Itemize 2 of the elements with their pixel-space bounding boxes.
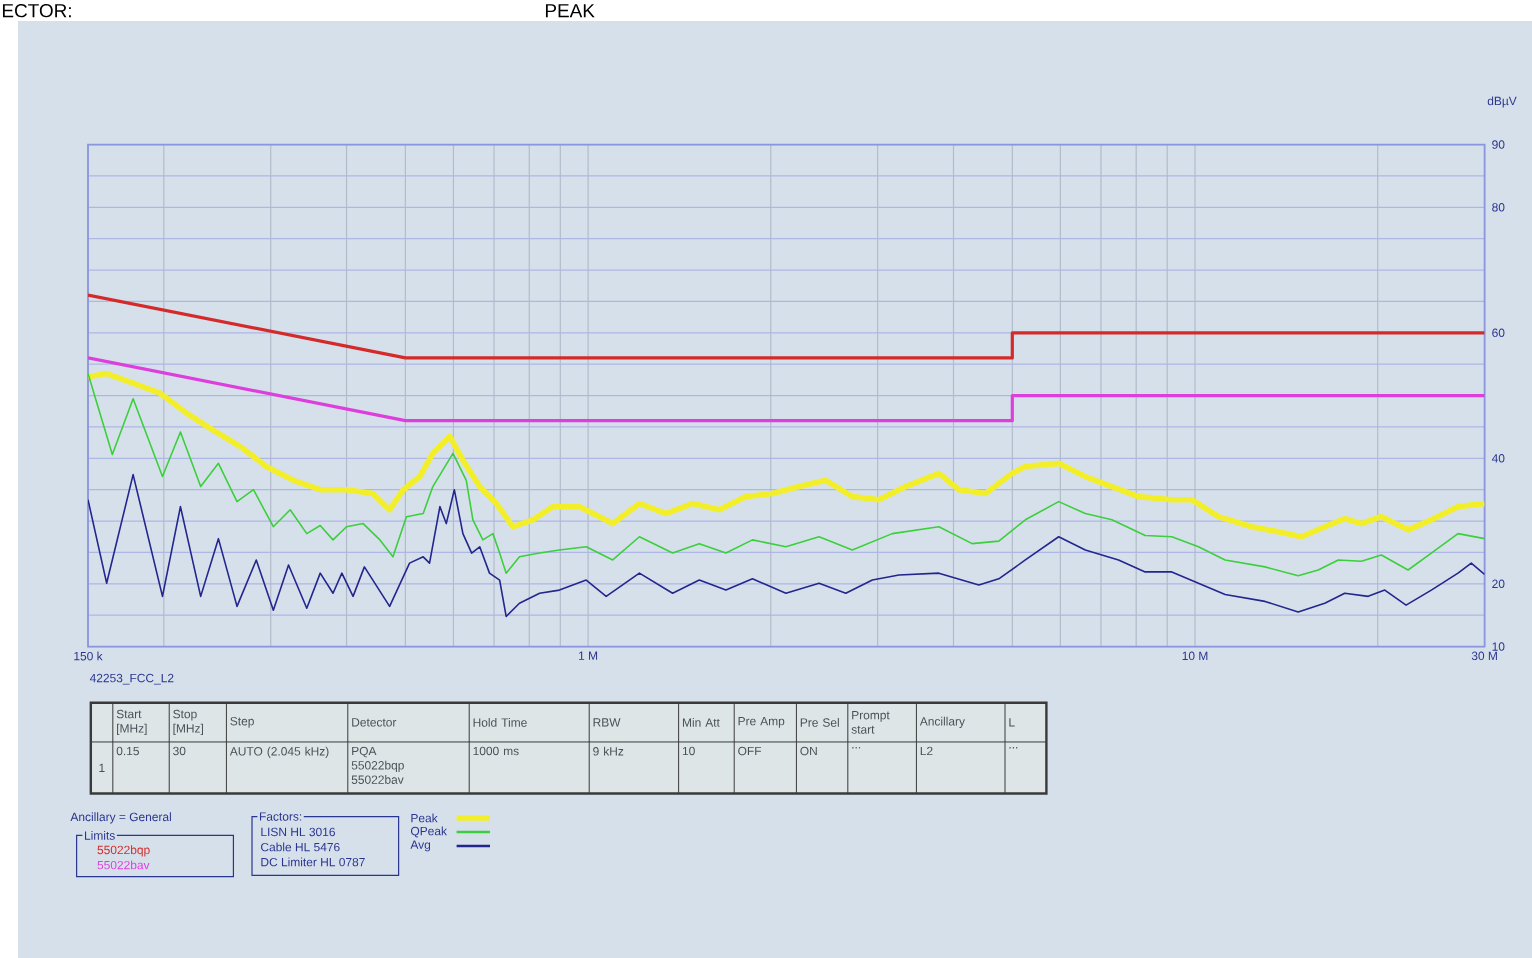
text: PEAK	[545, 4, 595, 18]
text: ECTOR:	[2, 3, 71, 18]
